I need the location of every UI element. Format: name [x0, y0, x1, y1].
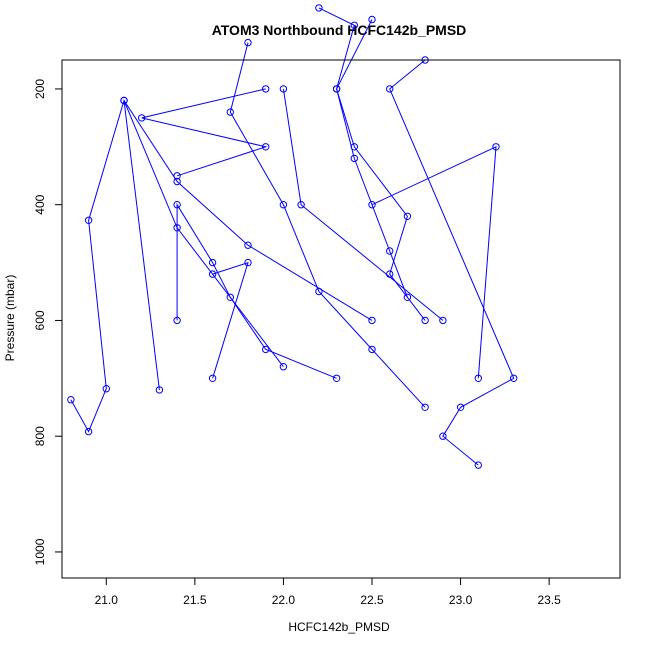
x-tick-label: 21.0	[95, 593, 119, 607]
data-point	[120, 96, 128, 105]
data-point	[297, 201, 305, 209]
data-point	[262, 143, 270, 151]
data-point	[421, 403, 429, 411]
y-tick-label: 1000	[33, 538, 47, 565]
data-point	[173, 177, 181, 186]
y-tick-label: 200	[33, 79, 47, 99]
data-point	[173, 224, 181, 232]
series-line	[212, 261, 249, 379]
data-point	[138, 114, 146, 122]
series-line	[70, 99, 284, 433]
y-axis-label: Pressure (mbar)	[3, 275, 17, 362]
data-point	[102, 385, 111, 393]
data-point	[474, 374, 482, 382]
data-point	[244, 258, 252, 267]
plot-area	[67, 4, 518, 469]
data-point	[350, 154, 358, 163]
series-line	[318, 7, 408, 298]
data-point	[474, 461, 482, 469]
series-7	[386, 56, 518, 469]
data-point	[439, 432, 447, 440]
x-tick-label: 22.0	[272, 593, 296, 607]
data-point	[439, 316, 447, 325]
series-2	[173, 201, 341, 382]
y-tick-label: 800	[33, 426, 47, 446]
y-tick-label: 400	[33, 194, 47, 214]
data-point	[368, 316, 376, 325]
series-8	[138, 85, 270, 180]
data-point	[208, 270, 217, 278]
data-point	[173, 201, 181, 209]
chart-title: ATOM3 Northbound HCFC142b_PMSD	[212, 22, 467, 38]
data-point	[492, 143, 500, 151]
data-point	[173, 172, 181, 180]
data-point	[208, 258, 217, 267]
data-point	[386, 247, 394, 255]
data-point	[368, 15, 376, 24]
series-line	[282, 88, 444, 321]
data-point	[510, 374, 518, 382]
data-point	[279, 85, 288, 93]
data-point	[67, 396, 75, 404]
x-tick-label: 23.0	[449, 593, 473, 607]
data-point	[173, 316, 181, 325]
data-point	[84, 427, 93, 436]
data-point	[226, 293, 235, 301]
data-point	[315, 4, 323, 12]
series-line	[389, 59, 515, 466]
y-tick-label: 600	[33, 310, 47, 330]
series-9	[208, 258, 252, 382]
x-tick-label: 22.5	[360, 593, 384, 607]
data-point	[403, 212, 412, 221]
series-line	[123, 100, 373, 390]
data-point	[244, 241, 252, 249]
data-point	[350, 21, 358, 29]
data-point	[350, 143, 358, 151]
data-point	[421, 316, 429, 325]
x-tick-label: 21.5	[183, 593, 207, 607]
y-axis: 200 400 600 800 1000	[33, 79, 63, 565]
data-point	[262, 85, 270, 93]
data-point	[368, 201, 376, 209]
data-point	[208, 374, 217, 382]
x-tick-label: 23.5	[537, 593, 561, 607]
data-point	[279, 201, 288, 209]
series-line	[141, 88, 268, 177]
data-point	[155, 386, 164, 394]
series-1	[120, 96, 376, 394]
series-10	[368, 143, 500, 382]
series-line	[176, 202, 337, 379]
series-line	[371, 145, 497, 379]
series-6	[67, 96, 288, 436]
data-point	[456, 403, 465, 411]
data-point	[403, 293, 412, 301]
series-11	[279, 85, 447, 325]
data-point	[332, 85, 341, 93]
x-axis: 21.0 21.5 22.0 22.5 23.0 23.5	[95, 577, 561, 607]
series-5	[226, 38, 429, 411]
data-point	[315, 287, 323, 296]
data-point	[226, 108, 235, 116]
data-point	[244, 38, 252, 47]
data-point	[84, 216, 93, 225]
x-axis-label: HCFC142b_PMSD	[288, 620, 390, 634]
data-point	[386, 85, 394, 93]
data-point	[262, 345, 270, 354]
series-line	[229, 42, 426, 408]
data-point	[332, 374, 341, 382]
data-point	[279, 363, 288, 371]
data-point	[368, 345, 376, 354]
series-3	[315, 4, 412, 301]
